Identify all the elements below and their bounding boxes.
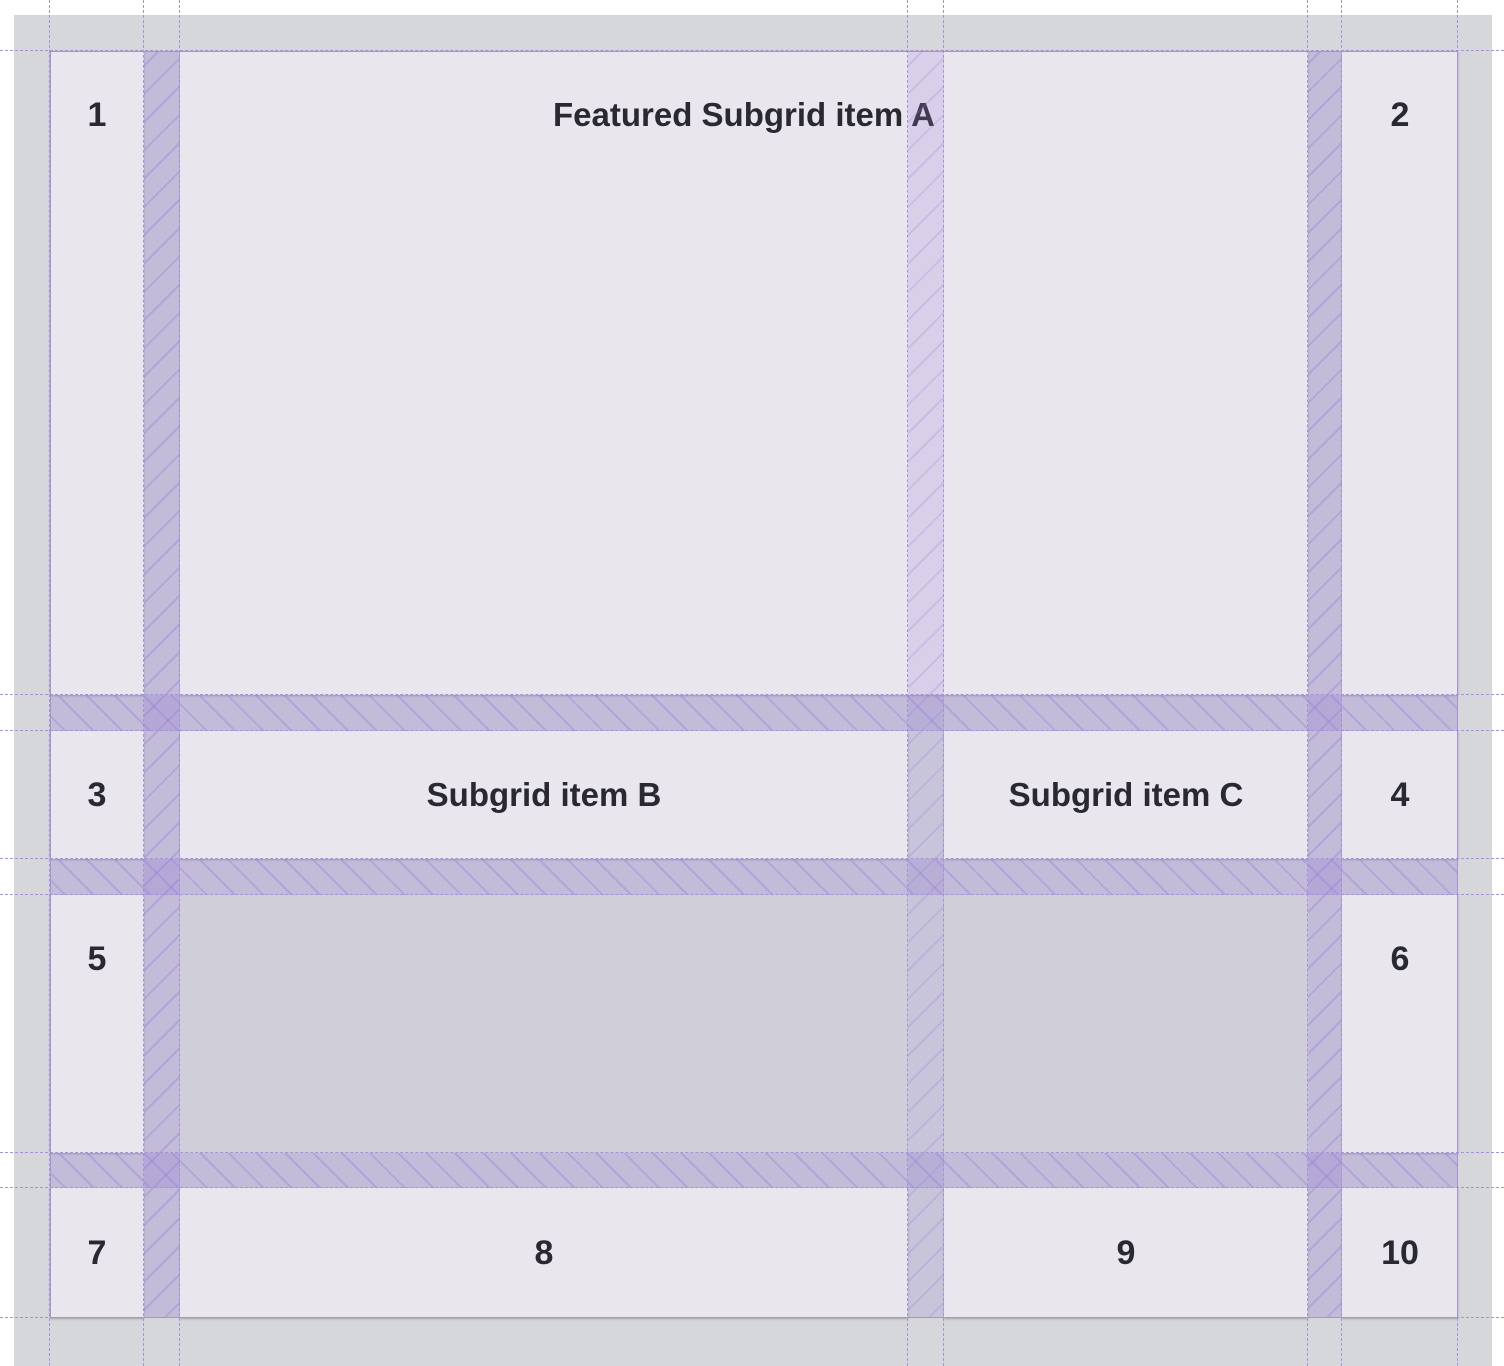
row-gap xyxy=(50,859,1458,895)
item-label: 9 xyxy=(1116,1233,1136,1272)
subgrid-item-c[interactable]: Subgrid item C xyxy=(944,731,1308,859)
grid-item-5[interactable]: 5 xyxy=(50,895,144,1153)
subgrid-item-a[interactable]: Featured Subgrid item A xyxy=(180,51,1308,695)
item-label: Featured Subgrid item A xyxy=(553,96,935,133)
item-label: Subgrid item B xyxy=(426,776,662,813)
grid-item-2[interactable]: 2 xyxy=(1342,51,1458,695)
grid-item-4[interactable]: 4 xyxy=(1342,731,1458,859)
item-label: 10 xyxy=(1381,1233,1419,1272)
subgrid-item-b[interactable]: Subgrid item B xyxy=(180,731,908,859)
item-label: 4 xyxy=(1390,775,1410,814)
item-label: 7 xyxy=(87,1233,107,1272)
grid-item-3[interactable]: 3 xyxy=(50,731,144,859)
subgrid-empty-cell xyxy=(944,895,1308,1153)
column-gap xyxy=(1308,51,1342,1318)
item-label: 5 xyxy=(87,940,107,978)
grid-item-8[interactable]: 8 xyxy=(180,1188,908,1318)
row-gap xyxy=(50,1153,1458,1188)
column-gap xyxy=(908,51,944,1318)
row-gap xyxy=(50,695,1458,731)
item-label: 8 xyxy=(534,1233,554,1272)
item-label: Subgrid item C xyxy=(1008,776,1244,813)
column-gap xyxy=(144,51,180,1318)
item-label: 6 xyxy=(1390,940,1410,978)
subgrid-empty-cell xyxy=(180,895,908,1153)
grid-item-10[interactable]: 10 xyxy=(1342,1188,1458,1318)
item-label: 3 xyxy=(87,775,107,814)
grid-item-9[interactable]: 9 xyxy=(944,1188,1308,1318)
grid-item-1[interactable]: 1 xyxy=(50,51,144,695)
item-label: 2 xyxy=(1390,96,1410,134)
grid-item-6[interactable]: 6 xyxy=(1342,895,1458,1153)
item-label: 1 xyxy=(87,96,107,134)
grid-item-7[interactable]: 7 xyxy=(50,1188,144,1318)
